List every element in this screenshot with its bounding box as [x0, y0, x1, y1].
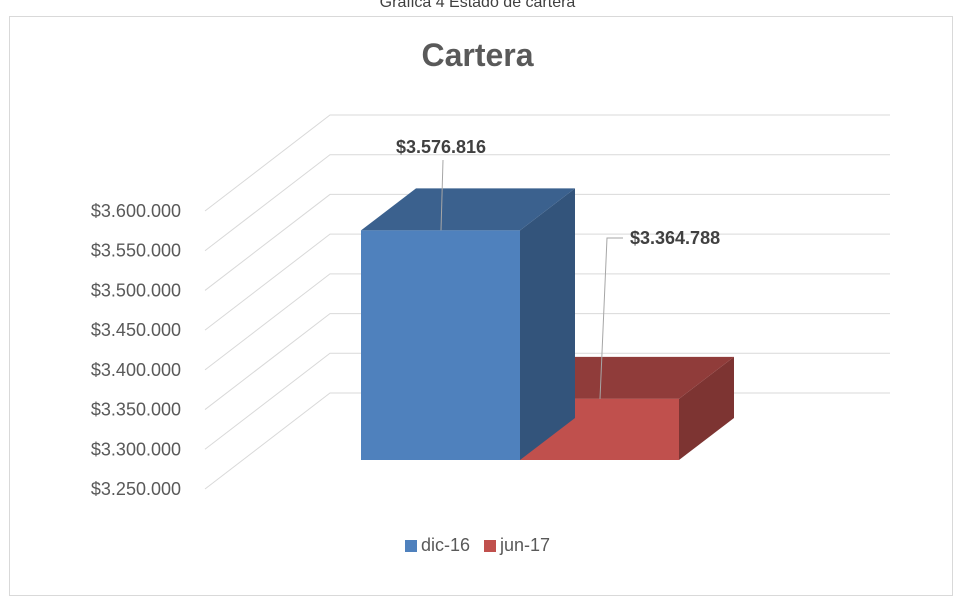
leader-line-jun-17 [599, 237, 623, 399]
legend-label-dic-16: dic-16 [420, 535, 470, 555]
y-tick-label: $3.550.000 [91, 241, 181, 261]
bar-top-dic-16 [361, 188, 575, 231]
data-label-jun-17: $3.364.788 [630, 228, 720, 248]
y-tick-label: $3.450.000 [91, 320, 181, 340]
leader-line-dic-16 [440, 159, 444, 231]
chart-plot: $3.250.000 $3.300.000 $3.350.000 $3.400.000… [91, 114, 890, 499]
gridline [204, 154, 890, 252]
legend-item-jun-17: jun-17 [483, 535, 551, 556]
bar-side-dic-16 [520, 188, 575, 460]
gridline [204, 114, 890, 212]
gridline [204, 273, 890, 371]
gridline [204, 313, 890, 410]
legend-swatch-jun-17 [483, 539, 496, 552]
y-tick-label: $3.500.000 [91, 280, 181, 300]
bar-dic-16 [361, 230, 520, 460]
gridline [204, 193, 890, 291]
chart-legend: dic-16 jun-17 [0, 535, 955, 556]
bar-side-jun-17 [679, 356, 734, 460]
legend-swatch-dic-16 [404, 539, 417, 552]
figure-caption: Gráfica 4 Estado de cartera [379, 0, 576, 11]
y-tick-label: $3.350.000 [91, 400, 181, 420]
gridline [204, 233, 890, 331]
y-tick-label: $3.600.000 [91, 201, 181, 221]
y-tick-label: $3.300.000 [91, 439, 181, 459]
y-tick-label: $3.400.000 [91, 360, 181, 380]
legend-label-jun-17: jun-17 [499, 535, 551, 555]
gridline [204, 352, 890, 450]
chart-title: Cartera [421, 37, 534, 73]
y-tick-label: $3.250.000 [91, 479, 181, 499]
legend-item-dic-16: dic-16 [404, 535, 470, 556]
data-label-dic-16: $3.576.816 [396, 137, 486, 157]
